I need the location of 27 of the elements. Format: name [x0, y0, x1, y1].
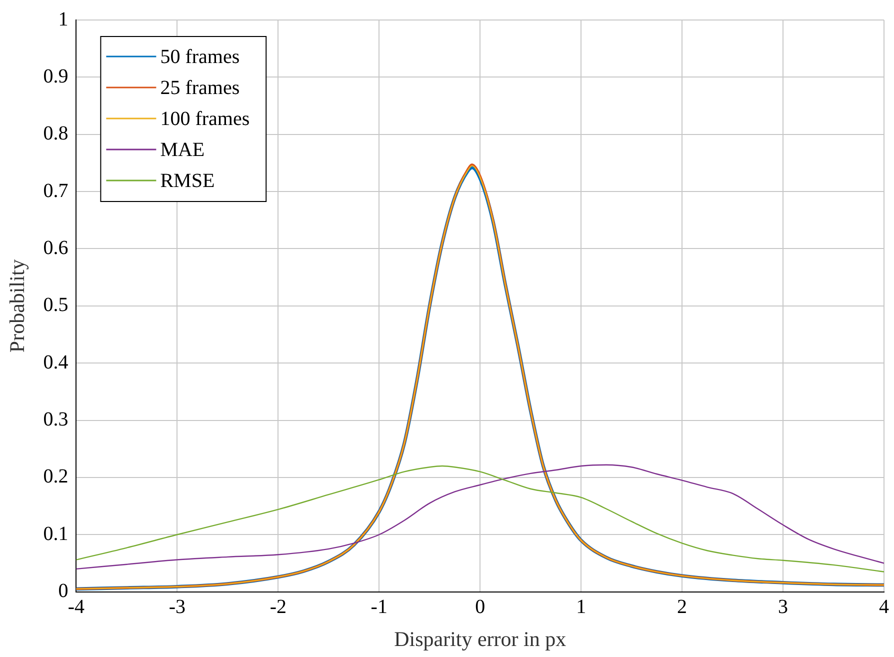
y-axis-title: Probability [5, 258, 30, 353]
y-tick-label: 0.1 [43, 522, 68, 545]
y-tick-label: 0.9 [43, 65, 68, 88]
y-tick-label: 1 [58, 8, 68, 30]
y-tick-label: 0.2 [43, 466, 68, 488]
x-tick-label: -1 [370, 596, 388, 618]
legend-label: 50 frames [160, 46, 240, 68]
legend-label: MAE [160, 138, 205, 161]
x-tick-label: 1 [576, 596, 586, 618]
y-tick-label: 0.6 [43, 236, 68, 259]
x-tick-label: 2 [677, 596, 688, 618]
y-tick-label: 0.7 [43, 180, 68, 202]
y-tick-label: 0.4 [43, 351, 68, 374]
x-tick-label: 0 [475, 596, 486, 618]
y-tick-label: 0.8 [43, 122, 68, 145]
x-axis-title: Disparity error in px [394, 626, 567, 651]
legend-label: 25 frames [160, 76, 240, 99]
x-tick-label: -4 [68, 596, 85, 618]
legend-label: RMSE [160, 170, 215, 192]
y-tick-label: 0.5 [43, 294, 68, 316]
y-tick-label: 0.3 [43, 408, 68, 431]
x-tick-label: -3 [168, 596, 186, 618]
x-tick-label: 4 [879, 596, 889, 618]
x-tick-label: 3 [778, 596, 788, 618]
y-tick-label: 0 [58, 580, 68, 602]
x-tick-label: -2 [270, 596, 286, 618]
legend-label: 100 frames [160, 108, 250, 130]
